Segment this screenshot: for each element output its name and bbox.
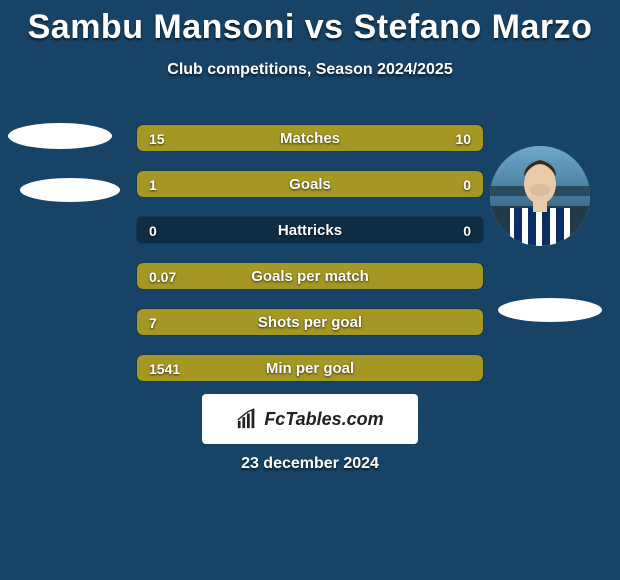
avatar-image [490, 146, 590, 246]
stat-row: 0.07Goals per match [136, 262, 484, 290]
date-label: 23 december 2024 [0, 455, 620, 473]
stat-label: Matches [137, 125, 483, 151]
stat-row: 7Shots per goal [136, 308, 484, 336]
stat-row: 10Goals [136, 170, 484, 198]
subtitle: Club competitions, Season 2024/2025 [0, 61, 620, 79]
stat-label: Goals [137, 171, 483, 197]
player-name-placeholder-left [20, 178, 120, 202]
stats-chart: 1510Matches 10Goals 00Hattricks 0.07Goals p… [136, 124, 484, 400]
stat-row: 1541Min per goal [136, 354, 484, 382]
stat-label: Shots per goal [137, 309, 483, 335]
stat-label: Hattricks [137, 217, 483, 243]
chart-icon [236, 408, 258, 430]
player-avatar-right [490, 146, 590, 246]
player-name-placeholder-left [8, 123, 112, 149]
logo-text: FcTables.com [264, 409, 383, 430]
stat-row: 1510Matches [136, 124, 484, 152]
fctables-logo: FcTables.com [202, 394, 418, 444]
page-title: Sambu Mansoni vs Stefano Marzo [0, 0, 620, 47]
player-name-placeholder-right [498, 298, 602, 322]
stat-label: Goals per match [137, 263, 483, 289]
stat-row: 00Hattricks [136, 216, 484, 244]
stat-label: Min per goal [137, 355, 483, 381]
